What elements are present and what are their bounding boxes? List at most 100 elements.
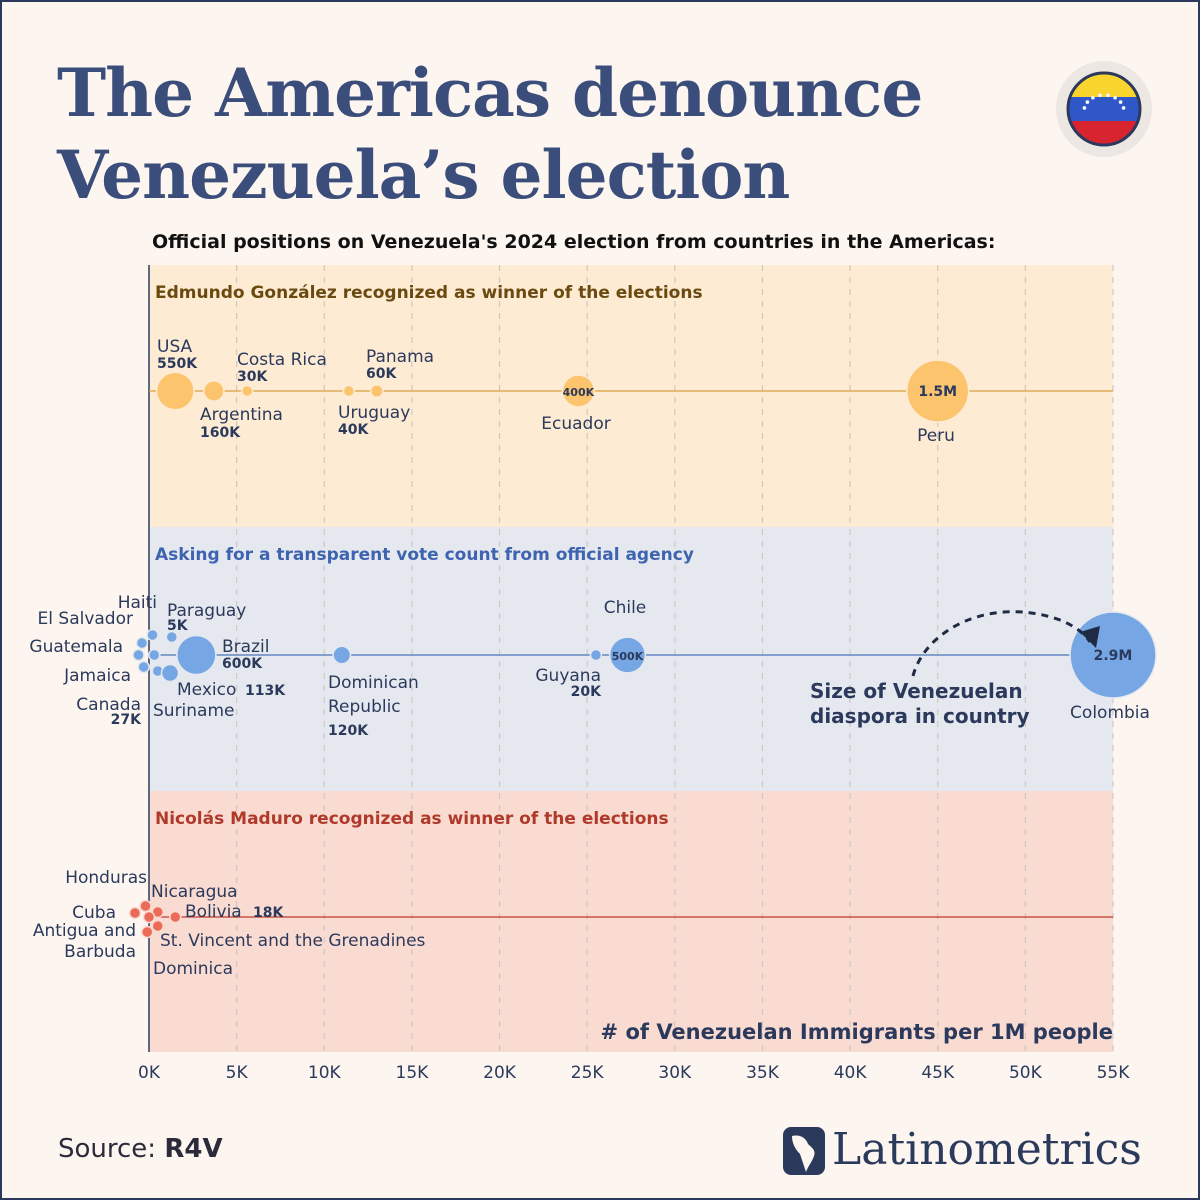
bubble-chart: 0K 5K 10K 15K 20K 25K 30K 35K 40K 45K 50K 55K # of V… [29, 265, 1157, 1083]
flag-star [1106, 93, 1110, 98]
diaspora-label: 18K [253, 905, 284, 921]
country-label: Dominican [328, 673, 419, 693]
bubble-bolivia [169, 910, 182, 924]
bubble-jamaica [137, 660, 150, 674]
bubble-panama [369, 384, 384, 398]
country-label: Chile [604, 598, 647, 618]
country-label: Paraguay [167, 601, 246, 621]
country-label: Colombia [1070, 703, 1150, 723]
size-annotation: diaspora in country [810, 704, 1030, 728]
diaspora-label: 1.5M [918, 384, 957, 400]
x-tick-label: 5K [226, 1063, 249, 1083]
country-label: Brazil [222, 637, 269, 657]
country-label: Bolivia [185, 902, 242, 922]
flag-star [1091, 95, 1095, 100]
bubble-paraguay [165, 630, 179, 644]
group-title: Asking for a transparent vote count from… [155, 545, 694, 565]
bubble-dominican-republic [332, 645, 352, 665]
x-tick-label: 10K [308, 1063, 342, 1083]
bubble-ecuador [561, 374, 596, 408]
bubble-brazil [176, 634, 217, 676]
bubble-honduras [139, 899, 152, 913]
diaspora-label: 600K [222, 656, 263, 672]
bubble-peru [906, 359, 970, 423]
bubble-el-salvador [135, 636, 149, 650]
flag-star [1082, 106, 1087, 110]
country-label: Cuba [72, 903, 116, 923]
bubble-uruguay [342, 384, 356, 398]
bubble-guyana [589, 648, 603, 662]
country-label: Dominica [153, 959, 233, 979]
venezuela-flag-icon [1066, 71, 1142, 147]
country-label: Argentina [200, 405, 283, 425]
bubble-cuba [128, 906, 142, 920]
country-label: Uruguay [338, 403, 410, 423]
bubble-st-vincent-and-the-grenadines [151, 919, 165, 933]
bubble-chile [608, 636, 647, 674]
flag-star [1118, 100, 1123, 104]
country-label: Republic [328, 697, 401, 717]
bubble-antigua-and-barbuda [140, 925, 154, 939]
brand-logo: Latinometrics [782, 1122, 1162, 1182]
flag-star [1098, 93, 1102, 98]
country-label: Canada [76, 695, 141, 715]
country-label: Antigua and [33, 921, 136, 941]
country-label: Jamaica [63, 666, 131, 686]
country-label: Mexico [177, 680, 236, 700]
country-label: Honduras [65, 868, 147, 888]
x-tick-label: 0K [138, 1063, 161, 1083]
x-tick-label: 45K [921, 1063, 955, 1083]
source-note: Source: R4V [58, 1134, 223, 1164]
diaspora-label: 30K [237, 369, 268, 385]
brand-name: Latinometrics [832, 1124, 1142, 1175]
country-label: El Salvador [38, 609, 133, 629]
country-label: Ecuador [541, 414, 610, 434]
diaspora-label: 27K [111, 712, 142, 728]
diaspora-label: 5K [167, 618, 189, 634]
bubble-usa [155, 371, 195, 411]
x-tick-label: 50K [1009, 1063, 1043, 1083]
bubble-argentina [203, 380, 225, 402]
venezuela-flag-badge [1056, 61, 1152, 157]
source-value: R4V [164, 1134, 223, 1164]
diaspora-label: 500K [612, 650, 644, 663]
bubble-mexico [160, 663, 180, 683]
x-tick-label: 20K [483, 1063, 517, 1083]
bubble-dominica [142, 910, 156, 924]
country-label: Guyana [535, 666, 601, 686]
diaspora-label: 113K [245, 683, 286, 699]
country-label: St. Vincent and the Grenadines [160, 931, 426, 951]
x-tick-label: 15K [396, 1063, 430, 1083]
latinometrics-logo-icon [783, 1127, 825, 1175]
diaspora-label: 2.9M [1094, 648, 1133, 664]
x-tick-label: 55K [1097, 1063, 1131, 1083]
country-label: Peru [917, 426, 955, 446]
diaspora-label: 400K [563, 386, 595, 399]
diaspora-label: 120K [328, 723, 369, 739]
bubble-canada [148, 648, 161, 662]
bubble-guatemala [132, 648, 145, 662]
country-label: Panama [366, 347, 434, 367]
country-label: Barbuda [64, 942, 136, 962]
diaspora-label: 40K [338, 422, 369, 438]
title-line-1: The Americas denounce [57, 54, 923, 132]
x-tick-label: 25K [571, 1063, 605, 1083]
bubble-costa-rica [240, 384, 254, 398]
country-label: Guatemala [29, 637, 123, 657]
country-label: Suriname [153, 701, 235, 721]
diaspora-label: 60K [366, 366, 397, 382]
source-label: Source: [58, 1134, 157, 1164]
bubble-haiti [146, 628, 159, 642]
group-title: Edmundo González recognized as winner of… [155, 283, 703, 303]
x-tick-label: 30K [658, 1063, 692, 1083]
country-label: Nicaragua [151, 882, 238, 902]
band-3 [149, 791, 1113, 1052]
annotation-arrowhead [1080, 626, 1100, 648]
size-annotation: Size of Venezuelan [810, 679, 1023, 703]
diaspora-label: 20K [571, 684, 602, 700]
flag-star [1121, 106, 1126, 110]
x-axis-label: # of Venezuelan Immigrants per 1M people [601, 1020, 1113, 1044]
title-line-2: Venezuela’s election [57, 136, 790, 214]
flag-star [1085, 100, 1090, 104]
